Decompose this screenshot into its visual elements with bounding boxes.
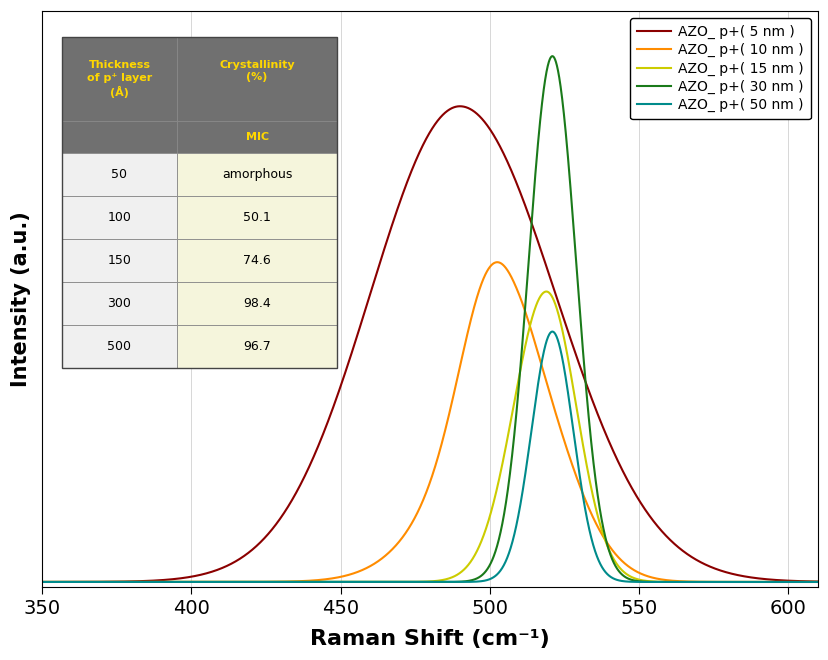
Bar	[177, 37, 336, 121]
Text: Crystallinity
(%): Crystallinity (%)	[219, 59, 295, 82]
Bar	[177, 121, 336, 153]
AZO_ p+( 5 nm )	[37, 578, 47, 586]
Text: 50: 50	[111, 168, 128, 181]
AZO_ p+( 10 nm )	[615, 556, 625, 564]
AZO_ p+( 15 nm )	[541, 288, 551, 296]
Bar	[177, 325, 336, 368]
AZO_ p+( 15 nm )	[812, 578, 822, 586]
Text: 74.6: 74.6	[243, 254, 271, 267]
AZO_ p+( 15 nm )	[615, 566, 625, 574]
AZO_ p+( 15 nm )	[674, 578, 684, 586]
AZO_ p+( 50 nm )	[37, 578, 47, 586]
AZO_ p+( 5 nm )	[812, 578, 822, 585]
X-axis label: Raman Shift (cm⁻¹): Raman Shift (cm⁻¹)	[310, 629, 549, 649]
AZO_ p+( 30 nm )	[502, 489, 512, 497]
Line: AZO_ p+( 30 nm ): AZO_ p+( 30 nm )	[42, 56, 817, 582]
AZO_ p+( 5 nm )	[333, 388, 343, 396]
Line: AZO_ p+( 10 nm ): AZO_ p+( 10 nm )	[42, 262, 817, 582]
AZO_ p+( 50 nm )	[178, 578, 188, 586]
AZO_ p+( 10 nm )	[674, 578, 684, 585]
AZO_ p+( 30 nm )	[546, 52, 556, 60]
Bar	[61, 196, 177, 239]
Text: 500: 500	[108, 340, 132, 353]
AZO_ p+( 5 nm )	[615, 464, 625, 472]
AZO_ p+( 5 nm )	[455, 102, 465, 110]
AZO_ p+( 10 nm )	[37, 578, 47, 586]
AZO_ p+( 50 nm )	[615, 577, 625, 585]
AZO_ p+( 50 nm )	[541, 337, 551, 345]
Bar	[61, 282, 177, 325]
Bar	[61, 37, 177, 121]
AZO_ p+( 30 nm )	[812, 578, 822, 586]
AZO_ p+( 5 nm )	[542, 264, 551, 272]
Text: 300: 300	[108, 297, 131, 310]
AZO_ p+( 30 nm )	[37, 578, 47, 586]
Bar	[177, 282, 336, 325]
Line: AZO_ p+( 50 nm ): AZO_ p+( 50 nm )	[42, 331, 817, 582]
AZO_ p+( 30 nm )	[333, 578, 343, 586]
Text: 96.7: 96.7	[243, 340, 271, 353]
AZO_ p+( 15 nm )	[542, 288, 551, 296]
Text: 100: 100	[108, 211, 131, 224]
AZO_ p+( 50 nm )	[674, 578, 684, 586]
Bar	[61, 121, 177, 153]
AZO_ p+( 10 nm )	[178, 578, 188, 586]
Text: MIC: MIC	[245, 132, 268, 142]
AZO_ p+( 15 nm )	[37, 578, 47, 586]
Text: 150: 150	[108, 254, 131, 267]
AZO_ p+( 50 nm )	[812, 578, 822, 586]
Text: 50.1: 50.1	[243, 211, 271, 224]
Bar	[177, 239, 336, 282]
AZO_ p+( 10 nm )	[492, 258, 502, 266]
AZO_ p+( 50 nm )	[502, 553, 512, 561]
Y-axis label: Intensity (a.u.): Intensity (a.u.)	[11, 211, 31, 387]
Text: Thickness
of p⁺ layer
(Å): Thickness of p⁺ layer (Å)	[87, 61, 152, 98]
Line: AZO_ p+( 15 nm ): AZO_ p+( 15 nm )	[42, 292, 817, 582]
Bar	[61, 153, 177, 196]
Bar	[177, 196, 336, 239]
Legend: AZO_ p+( 5 nm ), AZO_ p+( 10 nm ), AZO_ p+( 15 nm ), AZO_ p+( 30 nm ), AZO_ p+( : AZO_ p+( 5 nm ), AZO_ p+( 10 nm ), AZO_ …	[629, 18, 810, 119]
Bar	[61, 325, 177, 368]
AZO_ p+( 10 nm )	[812, 578, 822, 586]
AZO_ p+( 30 nm )	[541, 67, 551, 75]
AZO_ p+( 10 nm )	[502, 267, 512, 275]
AZO_ p+( 50 nm )	[333, 578, 343, 586]
AZO_ p+( 5 nm )	[502, 158, 512, 166]
Bar	[61, 37, 336, 368]
Text: 98.4: 98.4	[243, 297, 271, 310]
AZO_ p+( 10 nm )	[333, 574, 343, 581]
AZO_ p+( 30 nm )	[674, 578, 684, 586]
AZO_ p+( 30 nm )	[615, 570, 625, 578]
Bar	[61, 239, 177, 282]
AZO_ p+( 5 nm )	[674, 544, 684, 552]
AZO_ p+( 15 nm )	[502, 435, 512, 443]
AZO_ p+( 50 nm )	[546, 327, 556, 335]
AZO_ p+( 5 nm )	[178, 574, 188, 582]
Line: AZO_ p+( 5 nm ): AZO_ p+( 5 nm )	[42, 106, 817, 582]
AZO_ p+( 15 nm )	[178, 578, 188, 586]
AZO_ p+( 30 nm )	[178, 578, 188, 586]
Bar	[177, 153, 336, 196]
AZO_ p+( 15 nm )	[333, 578, 343, 586]
Text: amorphous: amorphous	[222, 168, 292, 181]
AZO_ p+( 10 nm )	[542, 379, 551, 387]
